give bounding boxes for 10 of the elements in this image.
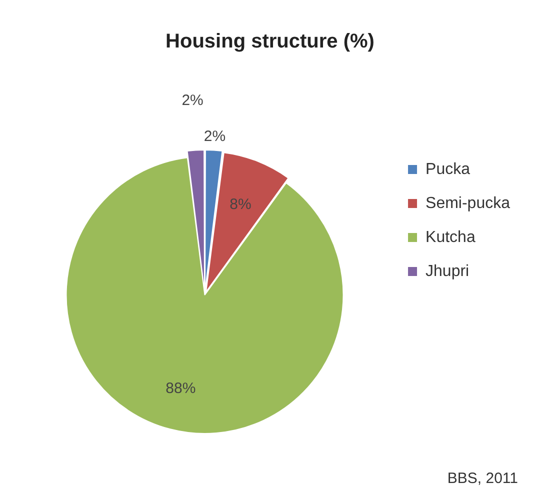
data-label: 2%: [182, 92, 204, 110]
data-label: 8%: [230, 196, 252, 213]
legend-label: Jhupri: [426, 262, 470, 280]
chart-title: Housing structure (%): [166, 30, 374, 53]
text: BBS, 2011: [447, 470, 518, 487]
legend-label: Kutcha: [426, 228, 476, 246]
data-label: 88%: [166, 380, 196, 398]
legend-label: Pucka: [426, 160, 470, 178]
legend-label: Semi-pucka: [426, 194, 510, 212]
data-label: 2%: [204, 128, 226, 145]
